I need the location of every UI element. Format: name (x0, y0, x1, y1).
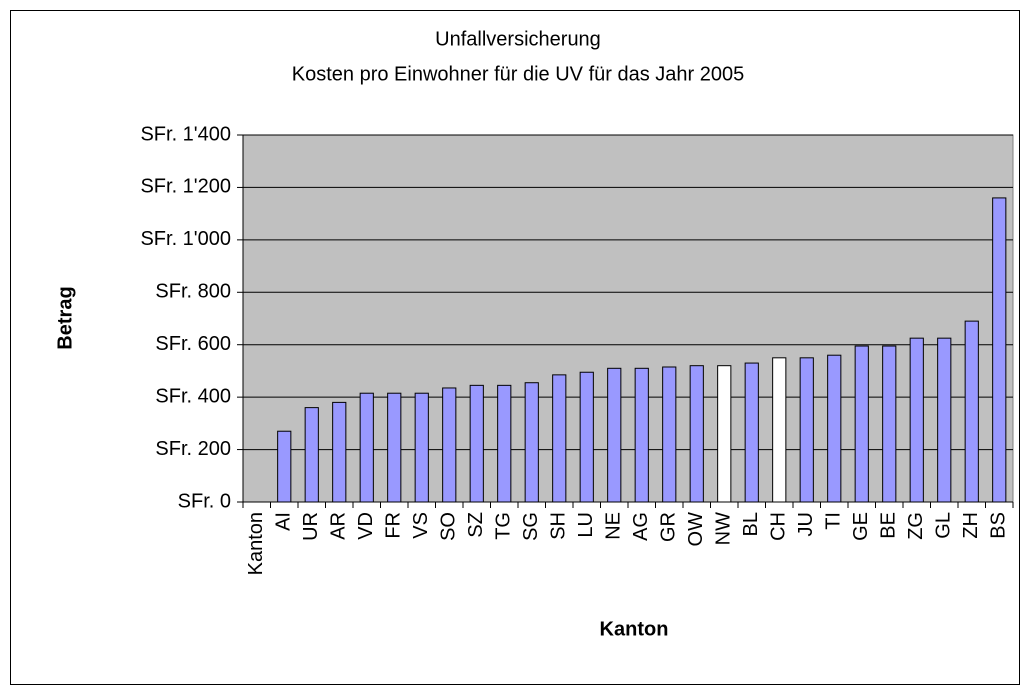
x-tick-label: TI (823, 512, 845, 530)
x-axis-label: Kanton (600, 618, 669, 640)
bar (497, 384, 512, 503)
x-tick-label: AI (273, 512, 295, 531)
y-tick-label: SFr. 1'000 (140, 228, 231, 250)
bar (964, 320, 979, 503)
bar (634, 367, 649, 503)
chart-title: Unfallversicherung (435, 28, 601, 50)
bar (579, 371, 594, 503)
x-tick-label: BL (740, 512, 762, 536)
bar (992, 197, 1007, 503)
bar (854, 345, 869, 503)
bar (827, 354, 842, 503)
x-tick-label: Kanton (245, 512, 267, 575)
x-tick-label: SH (548, 512, 570, 540)
bar (772, 357, 787, 503)
x-tick-label: AR (328, 512, 350, 540)
x-tick-label: BS (988, 512, 1010, 539)
bar (387, 392, 402, 503)
bar (937, 337, 952, 503)
bar (332, 401, 347, 503)
bar (799, 357, 814, 503)
bar (717, 365, 732, 503)
bar (882, 345, 897, 503)
x-tick-label: SZ (465, 512, 487, 538)
y-tick-label: SFr. 400 (155, 385, 231, 407)
y-tick-label: SFr. 600 (155, 333, 231, 355)
bar (442, 387, 457, 503)
y-tick-label: SFr. 0 (178, 490, 231, 512)
bar (744, 362, 759, 503)
x-tick-label: SG (520, 512, 542, 541)
bar (662, 366, 677, 503)
x-tick-label: NE (603, 512, 625, 540)
plot-area (242, 134, 1014, 503)
bar (607, 367, 622, 503)
x-tick-label: GL (933, 512, 955, 539)
bar (524, 382, 539, 503)
x-tick-label: ZG (905, 512, 927, 540)
y-tick-label: SFr. 1'400 (140, 123, 231, 145)
x-tick-label: OW (685, 512, 707, 547)
bar (909, 337, 924, 503)
x-tick-label: BE (878, 512, 900, 539)
x-tick-label: CH (768, 512, 790, 541)
x-tick-label: TG (493, 512, 515, 540)
x-tick-label: ZH (960, 512, 982, 539)
bar (552, 374, 567, 503)
x-tick-label: VS (410, 512, 432, 539)
bar (304, 407, 319, 503)
y-axis-label: Betrag (54, 286, 76, 349)
bar (277, 430, 292, 503)
x-tick-label: FR (383, 512, 405, 539)
x-tick-label: LU (575, 512, 597, 538)
x-tick-label: UR (300, 512, 322, 541)
bar (359, 392, 374, 503)
y-tick-label: SFr. 200 (155, 438, 231, 460)
y-tick-label: SFr. 800 (155, 281, 231, 303)
x-tick-label: SO (438, 512, 460, 541)
bar (414, 392, 429, 503)
bar (469, 384, 484, 503)
x-tick-label: NW (713, 512, 735, 545)
bar (689, 365, 704, 503)
x-tick-label: AG (630, 512, 652, 541)
x-tick-label: GR (658, 512, 680, 542)
chart-subtitle: Kosten pro Einwohner für die UV für das … (292, 63, 744, 85)
x-tick-label: JU (795, 512, 817, 536)
y-tick-label: SFr. 1'200 (140, 176, 231, 198)
x-tick-label: VD (355, 512, 377, 540)
x-tick-label: GE (850, 512, 872, 541)
